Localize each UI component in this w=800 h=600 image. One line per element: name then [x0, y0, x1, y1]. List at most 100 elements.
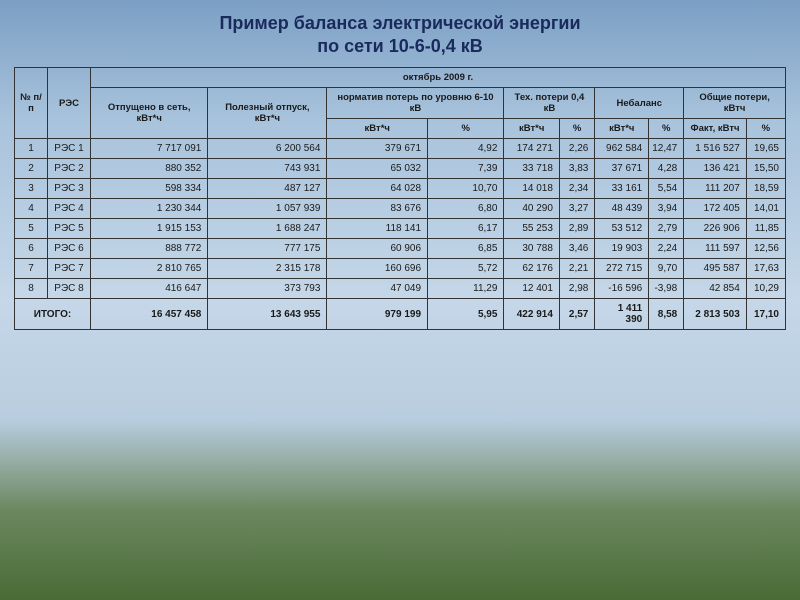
cell-total-teh-p: 2,57	[559, 299, 594, 330]
cell-res: РЭС 7	[48, 259, 91, 279]
cell-norm-p: 6,17	[428, 219, 504, 239]
cell-ob-k: 172 405	[684, 199, 747, 219]
header-normativ: норматив потерь по уровню 6-10 кВ	[327, 88, 504, 119]
cell-ob-k: 1 516 527	[684, 139, 747, 159]
cell-num: 8	[15, 279, 48, 299]
cell-num: 1	[15, 139, 48, 159]
cell-ob-k: 42 854	[684, 279, 747, 299]
cell-neb-p: 5,54	[649, 179, 684, 199]
cell-norm-k: 60 906	[327, 239, 428, 259]
cell-total-label: ИТОГО:	[15, 299, 91, 330]
cell-norm-k: 160 696	[327, 259, 428, 279]
header-ob-pct: %	[746, 119, 785, 139]
cell-teh-k: 30 788	[504, 239, 559, 259]
cell-num: 5	[15, 219, 48, 239]
header-teh-pct: %	[559, 119, 594, 139]
cell-ob-p: 18,59	[746, 179, 785, 199]
cell-teh-p: 3,46	[559, 239, 594, 259]
cell-teh-p: 2,34	[559, 179, 594, 199]
cell-norm-p: 10,70	[428, 179, 504, 199]
cell-otp: 416 647	[91, 279, 208, 299]
cell-norm-p: 4,92	[428, 139, 504, 159]
cell-otp: 880 352	[91, 159, 208, 179]
header-norm-kvtch: кВт*ч	[327, 119, 428, 139]
header-nebalans: Небаланс	[595, 88, 684, 119]
cell-neb-k: 19 903	[595, 239, 649, 259]
header-polezny: Полезный отпуск, кВт*ч	[208, 88, 327, 139]
cell-teh-p: 3,83	[559, 159, 594, 179]
cell-teh-k: 174 271	[504, 139, 559, 159]
cell-norm-k: 47 049	[327, 279, 428, 299]
cell-ob-k: 111 597	[684, 239, 747, 259]
cell-pol: 777 175	[208, 239, 327, 259]
cell-total-norm-p: 5,95	[428, 299, 504, 330]
cell-neb-k: -16 596	[595, 279, 649, 299]
cell-norm-p: 7,39	[428, 159, 504, 179]
header-tehpoteri: Тех. потери 0,4 кВ	[504, 88, 595, 119]
cell-neb-k: 272 715	[595, 259, 649, 279]
table-row: 1РЭС 17 717 0916 200 564379 6714,92174 2…	[15, 139, 786, 159]
cell-ob-k: 495 587	[684, 259, 747, 279]
balance-table: № п/п РЭС октябрь 2009 г. Отпущено в сет…	[14, 67, 786, 330]
cell-res: РЭС 3	[48, 179, 91, 199]
cell-total-otp: 16 457 458	[91, 299, 208, 330]
cell-neb-p: -3,98	[649, 279, 684, 299]
header-otpuscheno: Отпущено в сеть, кВт*ч	[91, 88, 208, 139]
cell-neb-k: 48 439	[595, 199, 649, 219]
cell-teh-k: 40 290	[504, 199, 559, 219]
cell-ob-p: 10,29	[746, 279, 785, 299]
cell-ob-k: 136 421	[684, 159, 747, 179]
cell-total-teh-k: 422 914	[504, 299, 559, 330]
cell-pol: 743 931	[208, 159, 327, 179]
cell-num: 2	[15, 159, 48, 179]
cell-otp: 1 230 344	[91, 199, 208, 219]
cell-ob-p: 15,50	[746, 159, 785, 179]
cell-ob-k: 111 207	[684, 179, 747, 199]
cell-res: РЭС 5	[48, 219, 91, 239]
title-line-2: по сети 10-6-0,4 кВ	[317, 36, 483, 56]
cell-total-ob-p: 17,10	[746, 299, 785, 330]
cell-pol: 2 315 178	[208, 259, 327, 279]
cell-ob-p: 17,63	[746, 259, 785, 279]
cell-total-ob-k: 2 813 503	[684, 299, 747, 330]
cell-norm-p: 5,72	[428, 259, 504, 279]
table-row: 2РЭС 2880 352743 93165 0327,3933 7183,83…	[15, 159, 786, 179]
cell-res: РЭС 1	[48, 139, 91, 159]
cell-teh-k: 12 401	[504, 279, 559, 299]
cell-neb-k: 37 671	[595, 159, 649, 179]
cell-otp: 2 810 765	[91, 259, 208, 279]
cell-ob-p: 12,56	[746, 239, 785, 259]
table-row: 6РЭС 6888 772777 17560 9066,8530 7883,46…	[15, 239, 786, 259]
table-row: 4РЭС 41 230 3441 057 93983 6766,8040 290…	[15, 199, 786, 219]
cell-total-pol: 13 643 955	[208, 299, 327, 330]
cell-pol: 487 127	[208, 179, 327, 199]
cell-norm-k: 65 032	[327, 159, 428, 179]
cell-res: РЭС 2	[48, 159, 91, 179]
title-line-1: Пример баланса электрической энергии	[219, 13, 580, 33]
cell-ob-p: 11,85	[746, 219, 785, 239]
cell-pol: 1 057 939	[208, 199, 327, 219]
cell-total-neb-p: 8,58	[649, 299, 684, 330]
cell-neb-p: 2,24	[649, 239, 684, 259]
cell-num: 7	[15, 259, 48, 279]
cell-norm-k: 83 676	[327, 199, 428, 219]
cell-ob-p: 14,01	[746, 199, 785, 219]
cell-norm-k: 64 028	[327, 179, 428, 199]
cell-ob-p: 19,65	[746, 139, 785, 159]
cell-teh-p: 2,26	[559, 139, 594, 159]
cell-neb-k: 33 161	[595, 179, 649, 199]
cell-teh-p: 3,27	[559, 199, 594, 219]
cell-teh-k: 33 718	[504, 159, 559, 179]
table-header: № п/п РЭС октябрь 2009 г. Отпущено в сет…	[15, 68, 786, 139]
cell-total-norm-k: 979 199	[327, 299, 428, 330]
cell-teh-p: 2,98	[559, 279, 594, 299]
header-ob-fakt: Факт, кВтч	[684, 119, 747, 139]
cell-res: РЭС 6	[48, 239, 91, 259]
cell-res: РЭС 4	[48, 199, 91, 219]
cell-neb-p: 9,70	[649, 259, 684, 279]
table-row: 3РЭС 3598 334487 12764 02810,7014 0182,3…	[15, 179, 786, 199]
cell-num: 6	[15, 239, 48, 259]
header-neb-kvtch: кВт*ч	[595, 119, 649, 139]
cell-neb-k: 53 512	[595, 219, 649, 239]
cell-norm-p: 6,80	[428, 199, 504, 219]
